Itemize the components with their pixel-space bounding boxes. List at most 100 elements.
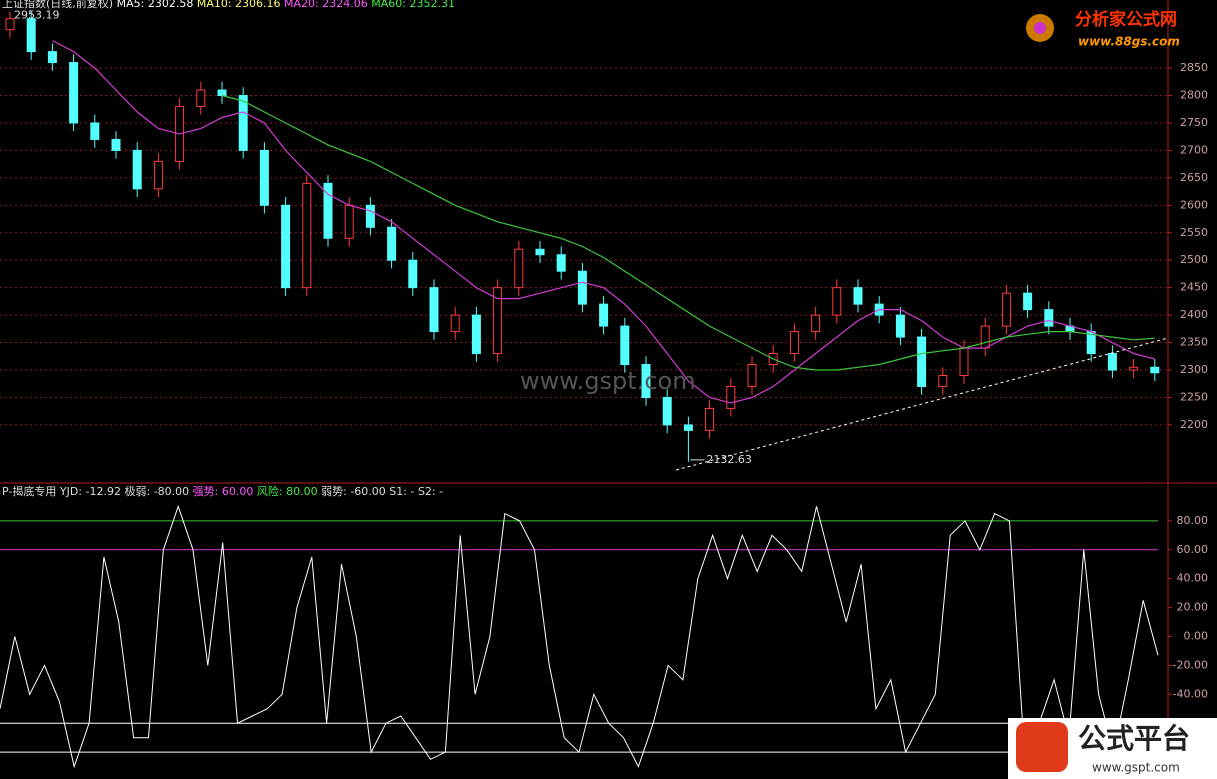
candle-body — [1023, 292, 1033, 311]
legend-label: MA10: — [197, 0, 232, 10]
legend-label: YJD: — [59, 485, 82, 498]
annotation: 2953.19 — [14, 8, 60, 21]
candle-body — [577, 270, 587, 305]
candle-body — [387, 226, 397, 261]
candle-body — [408, 259, 418, 289]
legend-extra: S1: - — [389, 485, 414, 498]
candle-body — [69, 62, 79, 124]
y-tick-label: 40.00 — [1177, 572, 1209, 585]
y-tick-label: 2400 — [1180, 308, 1208, 321]
panel-title: 上证指数(日线,前复权) — [2, 0, 113, 10]
y-tick-label: 2500 — [1180, 253, 1208, 266]
y-tick-label: 2550 — [1180, 226, 1208, 239]
candle-body — [259, 149, 269, 206]
logo-bottom: 公式平台 www.gspt.com — [1008, 718, 1217, 779]
candle-body — [217, 89, 227, 97]
y-tick-label: 2850 — [1180, 61, 1208, 74]
candle-body — [1129, 366, 1139, 371]
candle-body — [556, 254, 566, 272]
legend-value: 2302.58 — [148, 0, 194, 10]
candle-body — [26, 18, 36, 53]
candle-body — [47, 51, 57, 64]
panel-header: 上证指数(日线,前复权) MA5: 2302.58 MA10: 2306.16 … — [2, 0, 455, 10]
candle-body — [789, 331, 799, 355]
candle-body — [620, 325, 630, 366]
legend-extra: S2: - — [418, 485, 443, 498]
candle-body — [493, 287, 503, 355]
y-tick-label: 2350 — [1180, 336, 1208, 349]
legend-value: -12.92 — [86, 485, 121, 498]
y-tick-label: 2600 — [1180, 198, 1208, 211]
legend-label: 极弱: — [124, 484, 150, 498]
y-tick-label: 2650 — [1180, 171, 1208, 184]
candle-body — [895, 314, 905, 338]
legend-value: 60.00 — [222, 485, 254, 498]
candle-body — [1150, 366, 1160, 374]
candle-body — [238, 95, 248, 151]
trend-line — [675, 337, 1169, 471]
candle-body — [535, 248, 545, 256]
candle-body — [832, 287, 842, 316]
candle-body — [959, 347, 969, 376]
legend-value: 2352.31 — [409, 0, 455, 10]
candle-body — [471, 314, 481, 355]
y-tick-label: 2300 — [1180, 363, 1208, 376]
ma-line — [221, 94, 1155, 371]
candle-body — [1001, 292, 1011, 327]
candle-body — [641, 364, 651, 398]
legend-value: 2324.06 — [322, 0, 368, 10]
candle-body — [705, 407, 715, 431]
candle-body — [683, 424, 693, 431]
y-tick-label: 0.00 — [1184, 629, 1209, 642]
candle-body — [5, 18, 15, 31]
candle-body — [132, 149, 142, 190]
candle-body — [153, 160, 163, 190]
legend-label: MA60: — [371, 0, 406, 10]
logo-icon — [1016, 722, 1068, 772]
legend-label: MA20: — [284, 0, 319, 10]
candle-body — [726, 385, 736, 409]
y-tick-label: 2800 — [1180, 89, 1208, 102]
legend-label: 强势: — [193, 485, 219, 498]
y-tick-label: 2700 — [1180, 143, 1208, 156]
candle-body — [90, 122, 100, 140]
candle-body — [429, 287, 439, 333]
legend-value: 80.00 — [286, 485, 318, 498]
y-tick-label: 2450 — [1180, 281, 1208, 294]
candle-body — [917, 336, 927, 387]
candle-body — [980, 325, 990, 349]
legend-label: 风险: — [257, 484, 283, 498]
y-tick-label: 60.00 — [1177, 543, 1209, 556]
y-tick-label: 20.00 — [1177, 601, 1209, 614]
candle-body — [599, 303, 609, 327]
panel-header: P-揭底专用 YJD: -12.92 极弱: -80.00 强势: 60.00 … — [2, 484, 443, 498]
candle-body — [853, 287, 863, 305]
legend-value: -60.00 — [350, 485, 385, 498]
candle-body — [323, 182, 333, 239]
candle-body — [1107, 353, 1117, 371]
candle-body — [1044, 309, 1054, 327]
legend-value: 2306.16 — [235, 0, 281, 10]
candle-body — [662, 396, 672, 426]
logo-url: www.88gs.com — [1078, 35, 1180, 49]
legend-label: MA5: — [117, 0, 145, 10]
panel-title: P-揭底专用 — [2, 484, 56, 498]
indicator-line — [0, 504, 1159, 769]
ma-line — [52, 40, 1155, 404]
candle-body — [811, 314, 821, 333]
candle-body — [111, 138, 121, 151]
legend-label: 弱势: — [321, 485, 347, 498]
candle-body — [747, 364, 757, 387]
candle-body — [281, 204, 291, 289]
logo-url: www.gspt.com — [1092, 761, 1180, 775]
candle-body — [302, 182, 312, 289]
legend-value: -80.00 — [154, 485, 189, 498]
candle-body — [196, 89, 206, 108]
candle-body — [514, 248, 524, 289]
y-tick-label: -20.00 — [1173, 658, 1208, 671]
logo-title: 公式平台 — [1078, 722, 1190, 755]
y-tick-label: 2250 — [1180, 390, 1208, 403]
candle-body — [365, 204, 375, 228]
y-tick-label: -40.00 — [1173, 687, 1208, 700]
candle-body — [344, 204, 354, 239]
